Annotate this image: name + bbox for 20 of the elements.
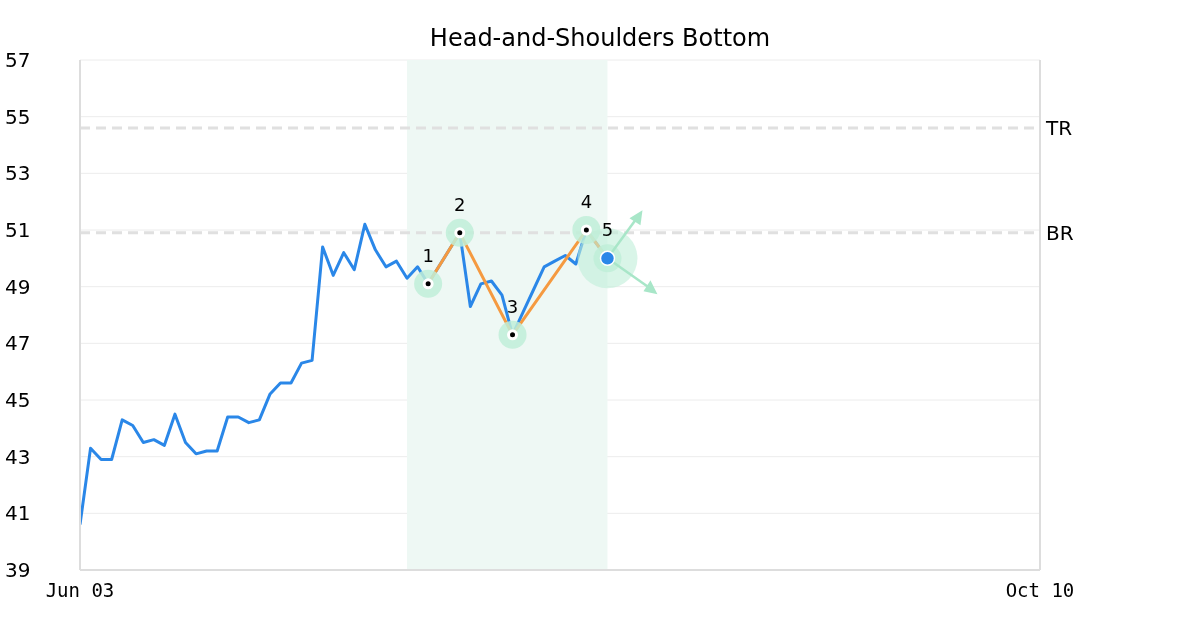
- y-tick-label: 51: [5, 218, 31, 242]
- annotation: 3: [506, 295, 519, 317]
- ref-line-label: TR: [1045, 116, 1073, 141]
- y-tick-label: 57: [5, 48, 31, 72]
- ref-line-label: BR: [1046, 220, 1074, 245]
- annotation: 4: [580, 191, 593, 212]
- y-tick-label: 53: [5, 161, 31, 186]
- y-tick-label: 47: [5, 331, 31, 356]
- annotation: 1: [422, 244, 434, 266]
- x-tick-label: Oct 10: [1005, 579, 1075, 602]
- y-tick-label: 55: [5, 104, 31, 129]
- y-tick-label: 39: [5, 558, 31, 582]
- y-tick-label: 41: [5, 501, 31, 526]
- y-tick-label: 45: [5, 388, 31, 412]
- y-tick-label: 43: [5, 444, 31, 469]
- x-tick-label: Jun 03: [45, 579, 115, 602]
- y-tick-label: 49: [5, 274, 31, 299]
- annotation: 2: [454, 193, 466, 215]
- annotation: 5: [601, 219, 614, 241]
- chart-title: Head-and-Shoulders Bottom: [429, 24, 771, 52]
